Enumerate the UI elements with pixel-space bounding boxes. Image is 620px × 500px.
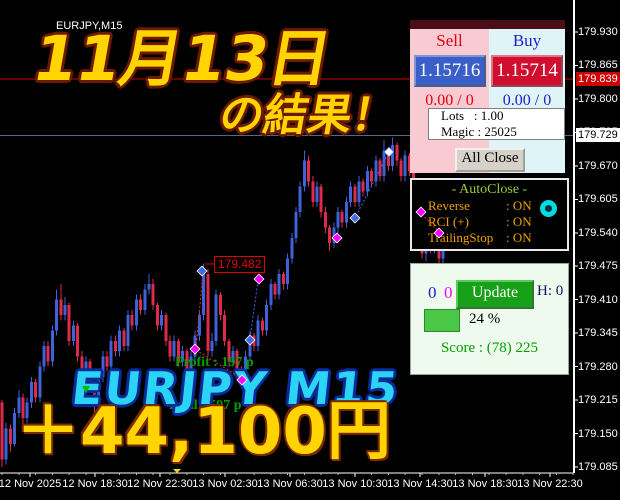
count-magenta: 0 [444,283,453,302]
autoclose-row: TrailingStop : ON [412,230,567,246]
lots-magic-box: Lots : 1.00 Magic : 25025 [428,108,565,140]
price-tick-label: 179.085 [578,460,618,473]
price-tick-label: 179.605 [578,193,618,206]
price-tick-label: 179.150 [578,427,618,440]
time-tick-label: 13 Nov 18:30 [452,478,518,490]
time-tick-label: 12 Nov 22:30 [127,478,193,490]
total-pips-label: Total : 597 p [167,398,242,413]
price-tick-label: 179.865 [578,59,618,72]
lots-label: Lots : 1.00 [441,108,504,123]
autoclose-row-label: Reverse [428,198,470,213]
overlay-date-text: 11月13日 [27,22,338,95]
autoclose-row-value: : ON [506,230,532,245]
time-tick-label: 13 Nov 06:30 [257,478,323,490]
time-tick-label: 13 Nov 10:30 [322,478,388,490]
price-tick-label: 179.215 [578,394,618,407]
price-tick-label: 179.345 [578,327,618,340]
trade-panel-header-strip [410,20,565,29]
count-blue: 0 [428,283,437,302]
price-tick-label: 179.670 [578,159,618,172]
bid-price-label: 179.729 [576,128,620,143]
overlay-result-text: の結果！ [215,90,401,141]
autoclose-row-label: TrailingStop [428,230,494,245]
buy-price-button[interactable]: 1.15714 [491,55,563,87]
autoclose-row: RCI (+) : ON [412,214,567,230]
time-tick-label: 12 Nov 18:30 [62,478,128,490]
ask-price-label: 179.839 [576,71,620,86]
sell-price-button[interactable]: 1.15716 [413,55,486,87]
trade-price-tag: 179.482 [214,256,266,273]
holdings-label: H: 0 [537,283,564,299]
all-close-button[interactable]: All Close [455,148,525,172]
autoclose-row-label: RCI (+) [428,214,469,229]
time-tick-label: 13 Nov 02:30 [192,478,258,490]
magic-label: Magic : 25025 [441,124,517,139]
autoclose-panel: - AutoClose - Reverse: ON RCI (+): ON Trai… [410,178,569,251]
price-tick-label: 179.930 [578,26,618,38]
time-tick-label: 12 Nov 2025 [0,478,62,490]
score-panel: 0 0 Update H: 0 24 % Score : (78) 225 [410,263,569,375]
time-tick-label: 13 Nov 22:30 [517,478,583,490]
buy-header-label: Buy [512,31,542,50]
price-tick-label: 179.540 [578,226,618,239]
time-axis[interactable]: 12 Nov 2025 12 Nov 18:30 12 Nov 22:30 13 No… [0,475,620,500]
progress-bar [424,309,460,332]
price-tick-label: 179.410 [578,293,618,306]
price-axis[interactable]: 179.930179.865179.800179.735179.670179.6… [576,0,620,473]
price-tick-label: 179.800 [578,92,618,105]
trade-panel: Sell 1.15716 0.00 / 0 Buy 1.15714 0.00 /… [410,20,565,173]
price-tick-label: 179.280 [578,360,618,373]
sell-position-info: 0.00 / 0 [425,92,474,109]
score-label: Score : (78) 225 [440,340,539,356]
sell-header-label: Sell [436,31,463,50]
progress-percent-label: 24 % [469,311,501,327]
autoclose-row-value: : ON [506,198,532,213]
autoclose-row-value: : ON [506,214,532,229]
price-tick-label: 179.475 [578,260,618,273]
buy-position-info: 0.00 / 0 [502,92,552,109]
autoclose-row: Reverse : ON [412,198,567,214]
autoclose-title: - AutoClose - [451,182,528,197]
update-button[interactable]: Update [456,280,534,309]
chart-symbol-label: EURJPY,M15 [56,20,123,32]
time-tick-label: 13 Nov 14:30 [387,478,453,490]
autoclose-toggle-icon[interactable] [540,200,557,217]
overlay-profit-text: ＋44,100円 [16,395,391,469]
